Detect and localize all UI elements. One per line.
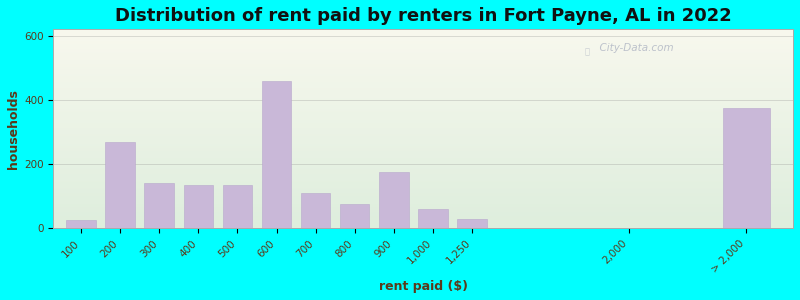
Title: Distribution of rent paid by renters in Fort Payne, AL in 2022: Distribution of rent paid by renters in …: [115, 7, 732, 25]
X-axis label: rent paid ($): rent paid ($): [378, 280, 468, 293]
Bar: [106, 142, 134, 228]
Bar: [145, 183, 174, 228]
Text: City-Data.com: City-Data.com: [594, 43, 674, 53]
Bar: [722, 108, 770, 228]
Bar: [183, 185, 213, 228]
Bar: [66, 220, 95, 228]
Y-axis label: households: households: [7, 89, 20, 169]
Bar: [222, 185, 252, 228]
Text: 🔍: 🔍: [585, 47, 590, 56]
Bar: [340, 204, 370, 228]
Bar: [379, 172, 409, 228]
Bar: [458, 219, 487, 228]
Bar: [301, 193, 330, 228]
Bar: [418, 209, 448, 228]
Bar: [262, 81, 291, 228]
